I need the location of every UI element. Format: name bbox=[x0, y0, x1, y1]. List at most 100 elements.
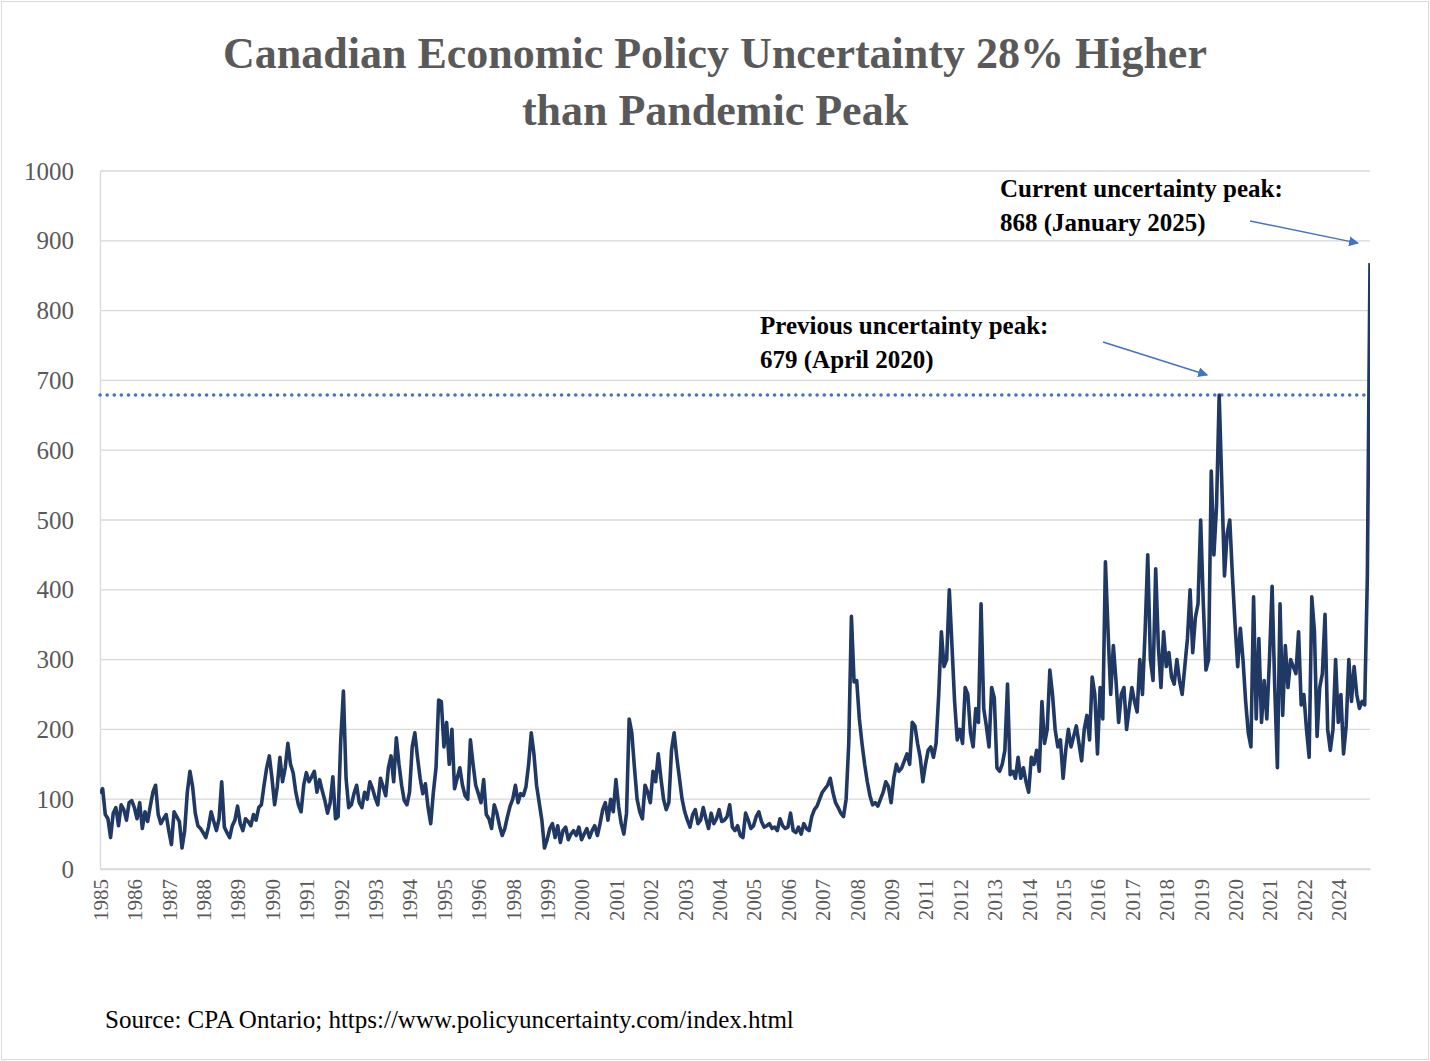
x-tick: 2017 bbox=[1121, 869, 1145, 921]
x-tick: 1985 bbox=[89, 869, 113, 921]
x-tick: 1989 bbox=[226, 869, 250, 921]
x-tick-label: 2003 bbox=[674, 879, 698, 921]
x-tick: 2009 bbox=[880, 869, 904, 921]
grid-line bbox=[100, 450, 1370, 451]
x-tick: 2012 bbox=[949, 869, 973, 921]
x-tick-label: 2024 bbox=[1327, 879, 1351, 922]
annotation-text: 679 (April 2020) bbox=[760, 346, 934, 374]
x-tick-label: 1987 bbox=[158, 879, 182, 921]
annotation-text: Previous uncertainty peak: bbox=[760, 312, 1048, 339]
x-tick-label: 1988 bbox=[192, 879, 216, 921]
grid-line bbox=[100, 310, 1370, 311]
x-tick: 2001 bbox=[605, 869, 629, 921]
x-tick: 2003 bbox=[674, 869, 698, 921]
y-axis-line bbox=[100, 172, 101, 870]
reference-line bbox=[100, 393, 1370, 397]
y-tick: 0 bbox=[62, 856, 101, 883]
x-tick-label: 2007 bbox=[811, 879, 835, 921]
grid-line bbox=[100, 519, 1370, 520]
y-tick: 200 bbox=[37, 716, 101, 743]
y-tick: 1000 bbox=[24, 158, 100, 185]
x-tick: 1986 bbox=[123, 869, 147, 921]
data-line bbox=[100, 263, 1370, 848]
x-tick-label: 1992 bbox=[330, 879, 354, 921]
annotations: Current uncertainty peak:868 (January 20… bbox=[760, 175, 1358, 375]
grid-line bbox=[100, 589, 1370, 590]
x-tick-label: 2009 bbox=[880, 879, 904, 921]
x-tick: 2000 bbox=[570, 869, 594, 921]
grid-line bbox=[100, 868, 1370, 869]
x-tick: 2015 bbox=[1052, 869, 1076, 921]
grid-line bbox=[100, 659, 1370, 660]
annotation-arrow bbox=[1103, 342, 1207, 375]
x-tick-label: 1996 bbox=[467, 879, 491, 921]
x-tick-label: 1990 bbox=[261, 879, 285, 921]
x-tick: 2022 bbox=[1293, 869, 1317, 921]
x-tick: 2004 bbox=[708, 869, 732, 921]
y-axis: 01002003004005006007008009001000 bbox=[24, 158, 101, 883]
x-tick: 1995 bbox=[433, 869, 457, 921]
x-tick: 2024 bbox=[1327, 869, 1351, 921]
x-tick-label: 2014 bbox=[1018, 879, 1042, 922]
y-tick-label: 200 bbox=[37, 716, 75, 743]
chart-frame bbox=[2, 2, 1429, 1060]
x-tick-label: 2004 bbox=[708, 879, 732, 922]
x-tick: 2021 bbox=[1258, 869, 1282, 921]
grid-line bbox=[100, 240, 1370, 241]
x-tick: 2013 bbox=[983, 869, 1007, 921]
x-tick-label: 1999 bbox=[536, 879, 560, 921]
y-tick: 400 bbox=[37, 576, 101, 603]
y-tick: 100 bbox=[37, 786, 101, 813]
x-tick: 1999 bbox=[536, 869, 560, 921]
x-tick: 2007 bbox=[811, 869, 835, 921]
chart-root: Canadian Economic Policy Uncertainty 28%… bbox=[0, 0, 1430, 1061]
x-axis: 1985 1986 1987 1988 1989 1990 1991 1992 1993 1994… bbox=[89, 869, 1371, 921]
x-tick: 2014 bbox=[1018, 869, 1042, 921]
x-tick-label: 1989 bbox=[226, 879, 250, 921]
x-tick: 2008 bbox=[846, 869, 870, 921]
grid-line bbox=[100, 729, 1370, 730]
x-tick-label: 2020 bbox=[1224, 879, 1248, 921]
y-tick-label: 400 bbox=[37, 576, 75, 603]
x-tick-label: 2013 bbox=[983, 879, 1007, 921]
x-tick: 1991 bbox=[295, 869, 319, 921]
x-tick-label: 2012 bbox=[949, 879, 973, 921]
x-tick-label: 1994 bbox=[398, 879, 422, 922]
x-tick-label: 2015 bbox=[1052, 879, 1076, 921]
chart-title: than Pandemic Peak bbox=[522, 86, 909, 135]
y-tick-label: 500 bbox=[37, 507, 75, 534]
x-tick-label: 1985 bbox=[89, 879, 113, 921]
chart-title: Canadian Economic Policy Uncertainty 28%… bbox=[223, 29, 1207, 78]
grid-line bbox=[100, 799, 1370, 800]
source-note: Source: CPA Ontario; https://www.policyu… bbox=[105, 1006, 794, 1033]
x-tick: 2011 bbox=[914, 869, 938, 920]
x-tick-label: 2005 bbox=[742, 879, 766, 921]
x-tick-label: 2021 bbox=[1258, 879, 1282, 921]
x-tick: 1996 bbox=[467, 869, 491, 921]
x-axis-line bbox=[101, 869, 1371, 870]
x-tick-label: 1993 bbox=[364, 879, 388, 921]
x-tick: 2018 bbox=[1155, 869, 1179, 921]
x-tick: 1988 bbox=[192, 869, 216, 921]
y-tick-label: 600 bbox=[37, 437, 75, 464]
x-tick: 2006 bbox=[777, 869, 801, 921]
x-tick-label: 1991 bbox=[295, 879, 319, 921]
x-tick-label: 1986 bbox=[123, 879, 147, 921]
y-tick: 300 bbox=[37, 646, 101, 673]
x-tick-label: 2001 bbox=[605, 879, 629, 921]
x-tick-label: 2019 bbox=[1190, 879, 1214, 921]
x-tick: 2019 bbox=[1190, 869, 1214, 921]
x-tick: 2016 bbox=[1086, 869, 1110, 921]
x-tick: 1994 bbox=[398, 869, 422, 921]
x-tick: 1987 bbox=[158, 869, 182, 921]
y-tick-label: 300 bbox=[37, 646, 75, 673]
x-tick-label: 2017 bbox=[1121, 879, 1145, 921]
x-tick-label: 2016 bbox=[1086, 879, 1110, 921]
x-tick: 1993 bbox=[364, 869, 388, 921]
x-tick: 2020 bbox=[1224, 869, 1248, 921]
x-tick: 1992 bbox=[330, 869, 354, 921]
x-tick-label: 2000 bbox=[570, 879, 594, 921]
y-tick: 900 bbox=[37, 227, 101, 254]
x-tick-label: 2018 bbox=[1155, 879, 1179, 921]
annotation-text: 868 (January 2025) bbox=[1000, 209, 1206, 237]
